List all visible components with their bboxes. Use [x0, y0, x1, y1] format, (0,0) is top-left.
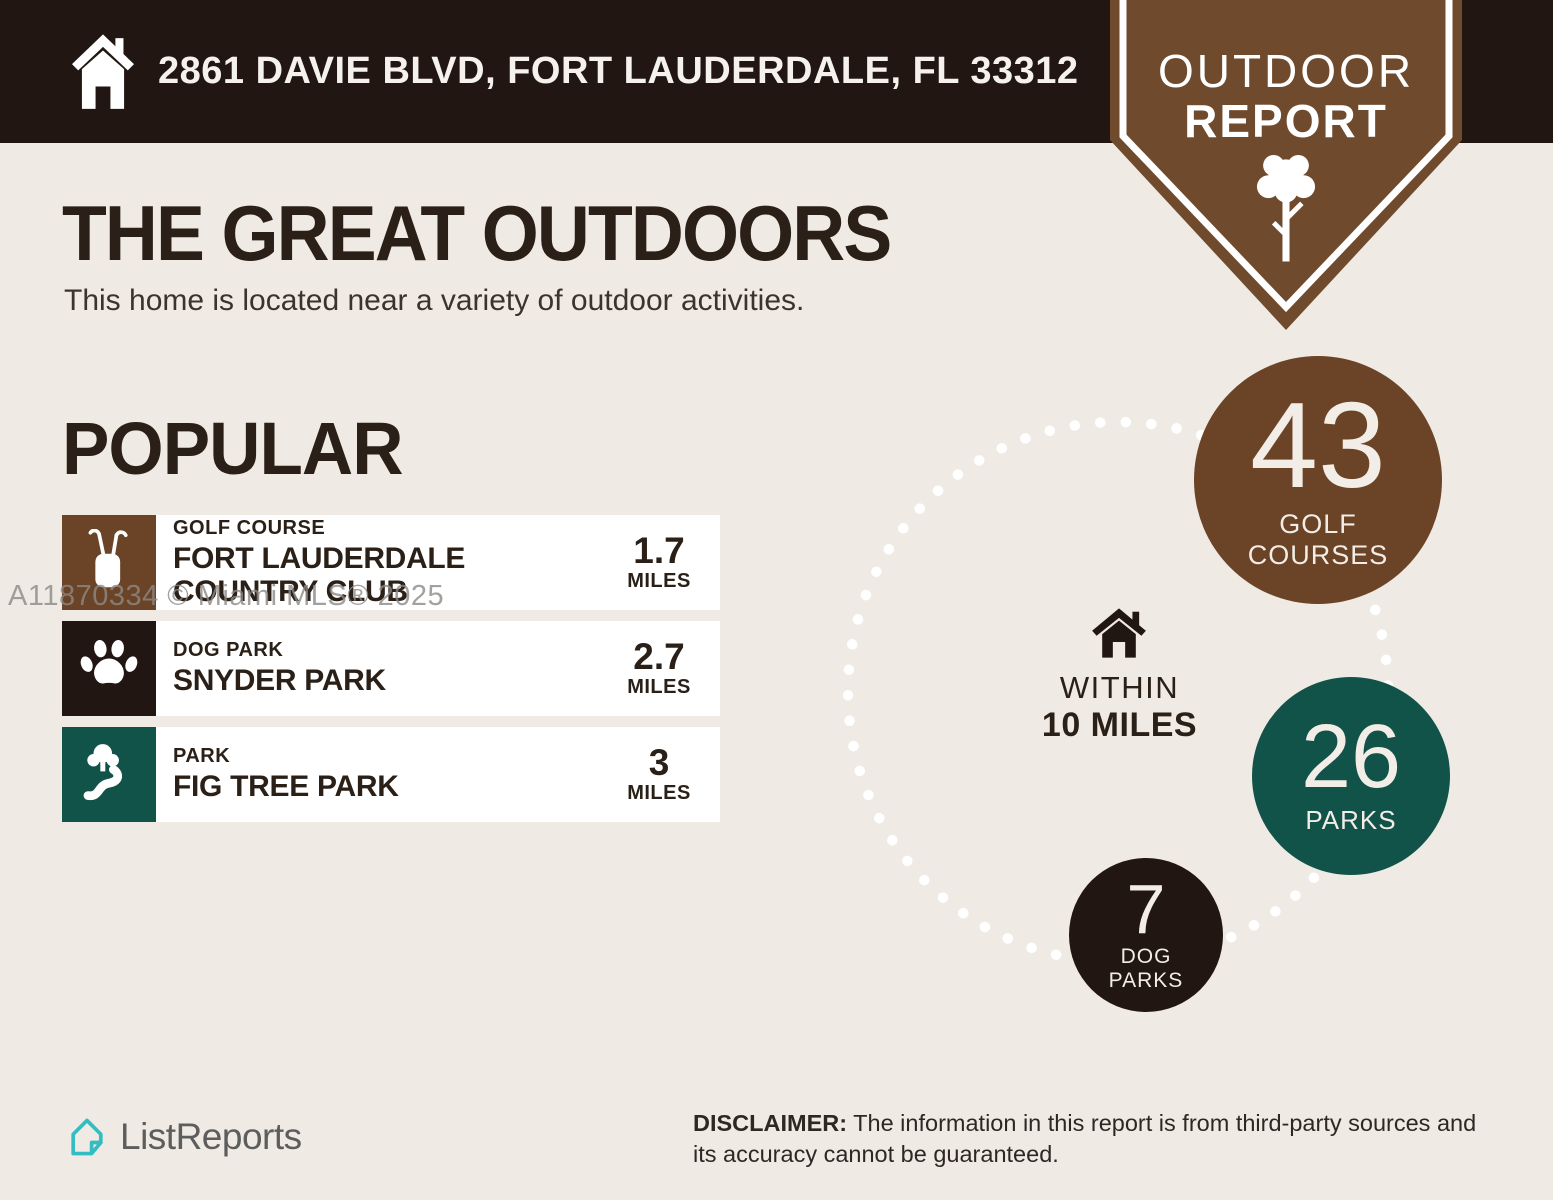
place-card: PARK FIG TREE PARK 3 MILES [156, 727, 720, 822]
distance-value: 1.7 [633, 529, 685, 571]
popular-heading: POPULAR [62, 407, 404, 490]
listreports-wordmark: ListReports [120, 1116, 302, 1157]
within-word: WITHIN [1059, 670, 1180, 705]
distance: 1.7 MILES [610, 529, 708, 594]
parks-stat-circle: 26 PARKS [1252, 677, 1450, 875]
list-item: GOLF COURSE FORT LAUDERDALE COUNTRY CLUB… [62, 515, 720, 610]
tree-icon [1242, 150, 1330, 262]
stat-label: PARKS [1305, 804, 1397, 835]
place-card: GOLF COURSE FORT LAUDERDALE COUNTRY CLUB… [156, 515, 720, 610]
page-title: THE GREAT OUTDOORS [62, 189, 892, 277]
badge-title-line1: OUTDOOR [1157, 45, 1415, 97]
listreports-logo: ListReports [64, 1113, 302, 1161]
park-icon [78, 741, 140, 808]
place-name: FIG TREE PARK [173, 770, 399, 804]
popular-list: GOLF COURSE FORT LAUDERDALE COUNTRY CLUB… [62, 515, 720, 833]
home-icon [72, 28, 134, 114]
disclaimer-body: The information in this report is from t… [693, 1110, 1477, 1168]
within-radius-caption: WITHIN 10 MILES [1022, 670, 1217, 745]
distance-value: 3 [648, 741, 670, 783]
park-tile [62, 727, 156, 822]
distance-unit: MILES [627, 570, 691, 593]
golf-course-tile [62, 515, 156, 610]
distance-unit: MILES [627, 782, 691, 805]
stat-value: 43 [1250, 377, 1386, 514]
distance: 2.7 MILES [610, 635, 708, 700]
property-address: 2861 DAVIE BLVD, FORT LAUDERDALE, FL 333… [158, 50, 1079, 92]
house-icon [1091, 603, 1147, 663]
stat-label: GOLF COURSES [1247, 508, 1389, 570]
place-name: SNYDER PARK [173, 664, 386, 698]
place-name: FORT LAUDERDALE COUNTRY CLUB [173, 542, 466, 608]
paw-icon [78, 635, 140, 702]
stat-label: DOG PARKS [1108, 945, 1184, 993]
golf-bag-icon [78, 528, 140, 596]
distance-unit: MILES [627, 676, 691, 699]
dog-park-tile [62, 621, 156, 716]
distance-value: 2.7 [633, 635, 685, 677]
place-category: GOLF COURSE [173, 517, 326, 540]
badge-title-line2: REPORT [1184, 95, 1388, 147]
disclaimer-text: DISCLAIMER: The information in this repo… [693, 1108, 1505, 1171]
outdoor-report-badge: OUTDOOR REPORT [1110, 0, 1462, 330]
golf-courses-stat-circle: 43 GOLF COURSES [1194, 356, 1442, 604]
place-category: DOG PARK [173, 639, 284, 662]
listreports-house-icon [64, 1113, 110, 1161]
page-subtitle: This home is located near a variety of o… [64, 284, 805, 317]
mls-watermark: A11870334 © Miami MLS® 2025 [8, 580, 445, 612]
list-item: PARK FIG TREE PARK 3 MILES [62, 727, 720, 822]
list-item: DOG PARK SNYDER PARK 2.7 MILES [62, 621, 720, 716]
disclaimer-label: DISCLAIMER: [693, 1110, 848, 1136]
dog-parks-stat-circle: 7 DOG PARKS [1069, 858, 1223, 1012]
place-card: DOG PARK SNYDER PARK 2.7 MILES [156, 621, 720, 716]
within-distance: 10 MILES [1041, 706, 1198, 744]
distance: 3 MILES [610, 741, 708, 806]
place-category: PARK [173, 745, 231, 768]
stat-value: 7 [1126, 869, 1166, 948]
stat-value: 26 [1300, 707, 1402, 808]
